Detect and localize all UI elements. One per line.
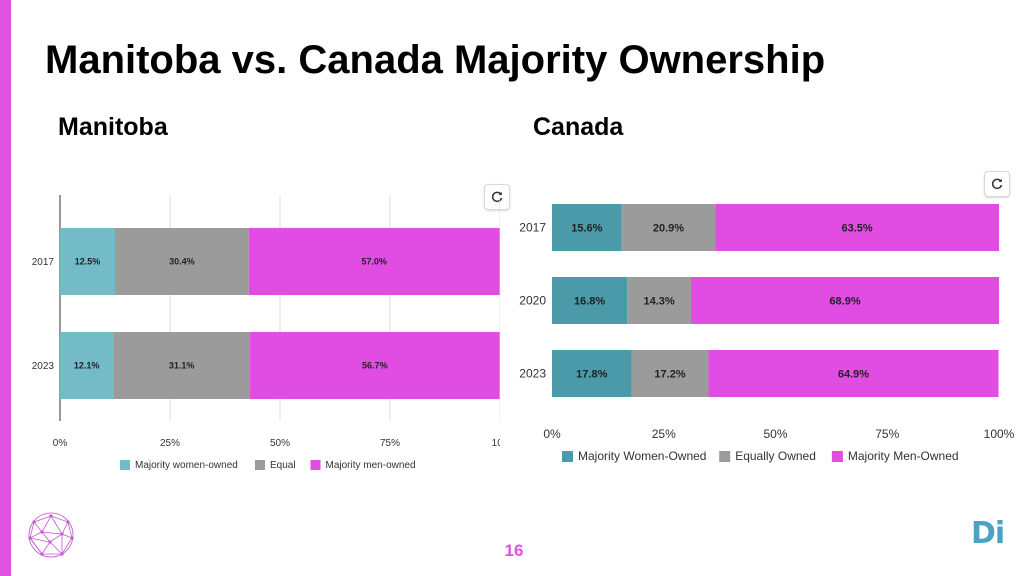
page-number: 16	[504, 541, 524, 560]
bar-segment	[631, 350, 709, 397]
data-label: 57.0%	[361, 257, 387, 267]
category-label: 2023	[32, 361, 55, 372]
bar-segment	[113, 332, 251, 399]
di-logo: Di	[971, 516, 1005, 551]
refresh-icon	[991, 178, 1003, 190]
bar-segment	[552, 350, 632, 397]
slide-title: Manitoba vs. Canada Majority Ownership	[45, 38, 826, 82]
legend-swatch	[719, 451, 731, 462]
bar-segment	[708, 350, 999, 397]
category-label: 2017	[519, 221, 546, 235]
bar-segment	[248, 228, 500, 295]
bar-segment	[250, 332, 500, 399]
bar-segment	[552, 277, 628, 324]
data-label: 16.8%	[574, 295, 605, 307]
data-label: 17.8%	[576, 368, 607, 380]
x-tick-label: 100	[492, 438, 500, 449]
data-label: 63.5%	[841, 222, 872, 234]
x-tick-label: 50%	[763, 427, 787, 441]
data-label: 17.2%	[654, 368, 685, 380]
legend-label: Majority women-owned	[135, 460, 238, 471]
x-tick-label: 25%	[652, 427, 676, 441]
legend-label: Equal	[270, 460, 296, 471]
x-tick-label: 0%	[53, 438, 68, 449]
data-label: 30.4%	[169, 257, 195, 267]
legend-swatch	[255, 460, 265, 470]
legend-swatch	[562, 451, 573, 462]
x-tick-label: 0%	[543, 427, 561, 441]
category-label: 2023	[519, 367, 546, 381]
data-label: 14.3%	[643, 295, 674, 307]
manitoba-chart: 2017 12.5% 30.4% 57.0% 2023 12.1% 31.1% 56.7% 0%…	[32, 195, 500, 471]
accent-bar	[0, 0, 11, 576]
canada-chart: 2017 15.6% 20.9% 63.5% 2020 16.8% 14.3% 68.9% 20…	[519, 204, 1015, 463]
x-tick-label: 75%	[380, 438, 400, 449]
legend-swatch	[120, 460, 130, 470]
x-tick-label: 50%	[270, 438, 290, 449]
bar-segment	[715, 204, 999, 251]
data-label: 15.6%	[571, 222, 602, 234]
x-tick-label: 75%	[875, 427, 899, 441]
category-label: 2020	[519, 294, 546, 308]
data-label: 12.1%	[74, 361, 100, 371]
bar-segment	[552, 204, 622, 251]
canada-refresh-button[interactable]	[984, 171, 1010, 197]
manitoba-chart-title: Manitoba	[58, 113, 168, 141]
bar-segment	[691, 277, 999, 324]
legend-label: Equally Owned	[735, 449, 816, 463]
bar-segment	[60, 332, 114, 399]
data-label: 64.9%	[838, 368, 869, 380]
legend-label: Majority men-owned	[326, 460, 416, 471]
bar-segment	[627, 277, 692, 324]
data-label: 12.5%	[75, 257, 101, 267]
data-label: 20.9%	[653, 222, 684, 234]
canada-chart-title: Canada	[533, 113, 624, 141]
bar-segment	[60, 228, 115, 295]
legend-swatch	[310, 460, 321, 470]
x-tick-label: 25%	[160, 438, 180, 449]
category-label: 2017	[32, 257, 55, 268]
data-label: 56.7%	[362, 361, 388, 371]
bar-segment	[621, 204, 716, 251]
network-globe-logo	[28, 512, 74, 558]
bar-segment	[115, 228, 249, 295]
data-label: 31.1%	[169, 361, 195, 371]
legend-label: Majority Women-Owned	[578, 449, 706, 463]
data-label: 68.9%	[829, 295, 860, 307]
legend-label: Majority Men-Owned	[848, 449, 959, 463]
legend-swatch	[831, 451, 843, 462]
x-tick-label: 100%	[984, 427, 1015, 441]
